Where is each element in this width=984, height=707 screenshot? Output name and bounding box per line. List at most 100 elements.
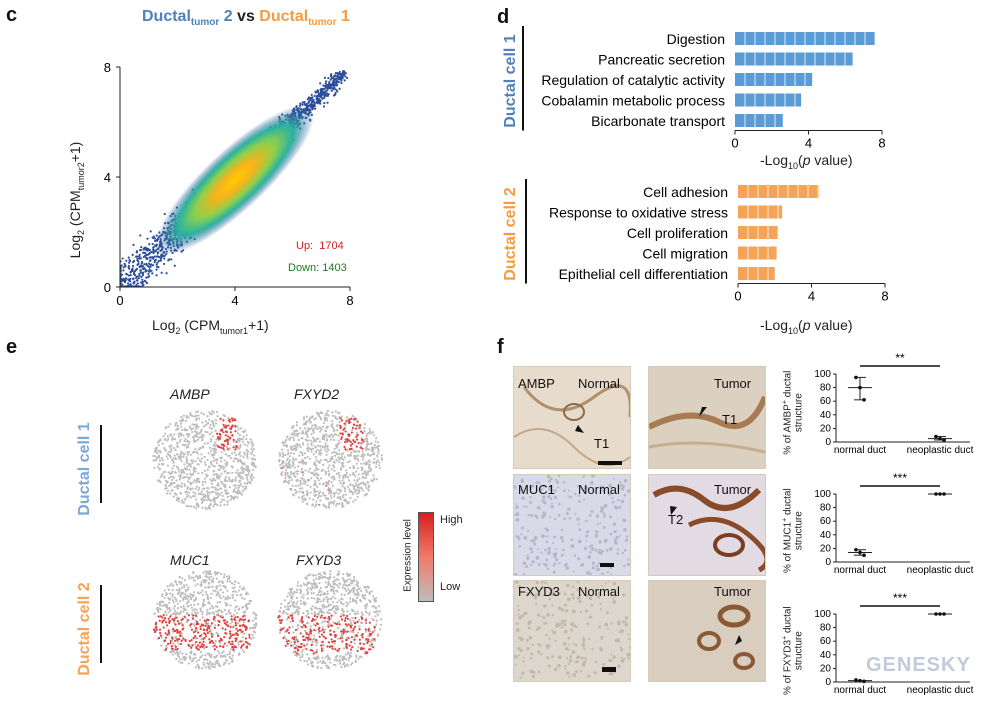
tsne-cell bbox=[301, 495, 304, 498]
tsne-plot-fxyd2 bbox=[277, 409, 383, 509]
tsne-cell bbox=[375, 607, 378, 610]
tsne-cell bbox=[316, 655, 320, 658]
tsne-cell bbox=[236, 615, 239, 619]
tsne-cell bbox=[176, 619, 179, 623]
scatter-point bbox=[323, 96, 326, 99]
tsne-cell bbox=[340, 593, 343, 596]
tsne-cell bbox=[185, 612, 188, 615]
tsne-cell bbox=[199, 446, 203, 450]
tsne-cell bbox=[361, 458, 365, 461]
tsne-cell bbox=[303, 416, 306, 419]
tsne-cell bbox=[183, 439, 186, 443]
tsne-cell bbox=[290, 448, 294, 452]
tsne-cell bbox=[288, 626, 291, 629]
tsne-cell bbox=[298, 607, 301, 610]
tsne-cell bbox=[298, 653, 301, 657]
tsne-cell bbox=[227, 476, 231, 479]
tsne-cell bbox=[183, 498, 186, 501]
tsne-cell bbox=[157, 456, 161, 459]
tsne-cell bbox=[342, 458, 345, 461]
tsne-cell bbox=[241, 440, 245, 444]
tsne-cell bbox=[238, 451, 242, 454]
tsne-cell bbox=[194, 656, 197, 659]
tsne-cell bbox=[349, 597, 352, 600]
tsne-cell bbox=[335, 589, 338, 592]
tsne-cell bbox=[174, 629, 177, 633]
tsne-cell bbox=[192, 653, 196, 656]
tsne-cell bbox=[244, 468, 247, 471]
tsne-cell bbox=[180, 581, 183, 584]
tsne-cell bbox=[237, 472, 240, 475]
tsne-cell bbox=[178, 631, 181, 634]
tsne-cell bbox=[246, 456, 249, 459]
tsne-cell bbox=[162, 601, 165, 604]
tsne-cell bbox=[315, 493, 318, 496]
tsne-cell bbox=[347, 419, 350, 422]
tsne-cell bbox=[178, 477, 182, 480]
tsne-cell bbox=[213, 452, 216, 455]
tsne-cell bbox=[290, 451, 293, 455]
tsne-cell bbox=[308, 417, 311, 420]
tsne-cell bbox=[201, 654, 204, 657]
tsne-cell bbox=[330, 481, 333, 484]
tsne-cell bbox=[167, 437, 170, 440]
scatter-point bbox=[148, 248, 151, 252]
scatter-point bbox=[122, 269, 125, 272]
tsne-cell bbox=[205, 645, 208, 649]
tsne-cell bbox=[352, 500, 355, 503]
tsne-cell bbox=[243, 443, 246, 446]
tsne-cell bbox=[226, 448, 230, 451]
scatter-point bbox=[142, 271, 145, 274]
tsne-cell bbox=[203, 496, 206, 499]
panel-label-c: c bbox=[6, 4, 18, 26]
tsne-cell bbox=[335, 443, 338, 447]
tsne-cell bbox=[226, 644, 229, 647]
tsne-cell bbox=[203, 619, 206, 622]
tsne-cell bbox=[311, 424, 314, 427]
scatter-point bbox=[301, 101, 304, 104]
tsne-cell bbox=[223, 654, 226, 657]
tsne-cell bbox=[161, 442, 164, 445]
tsne-cell bbox=[236, 489, 239, 492]
scatter-point bbox=[333, 79, 336, 82]
tsne-cell bbox=[216, 634, 220, 638]
tsne-cell bbox=[233, 580, 237, 583]
tsne-cell bbox=[312, 579, 315, 582]
tsne-cell bbox=[215, 438, 218, 441]
tsne-cell bbox=[245, 646, 248, 649]
tsne-cell bbox=[333, 447, 336, 450]
tsne-cell bbox=[365, 434, 368, 438]
tsne-cell bbox=[254, 614, 258, 617]
tsne-cell bbox=[239, 427, 242, 430]
tsne-cell bbox=[179, 458, 182, 461]
tsne-cell bbox=[329, 457, 332, 460]
tsne-cell bbox=[172, 495, 175, 498]
tsne-cell bbox=[180, 425, 183, 428]
tsne-cell bbox=[228, 655, 231, 659]
tsne-group1-label: Ductal cell 1 bbox=[76, 422, 93, 516]
scatter-point bbox=[151, 256, 154, 259]
tsne-cell bbox=[288, 475, 291, 478]
tsne-cell bbox=[171, 467, 174, 470]
tsne-cell bbox=[189, 413, 192, 417]
scatter-point bbox=[138, 274, 141, 277]
tsne-cell bbox=[324, 414, 327, 417]
tsne-cell bbox=[190, 622, 193, 626]
tsne-cell bbox=[299, 445, 302, 449]
tsne-cell bbox=[204, 590, 208, 594]
tsne-cell bbox=[189, 465, 193, 468]
tsne-cell bbox=[361, 447, 364, 450]
tsne-cell bbox=[226, 440, 229, 443]
tsne-cell bbox=[169, 615, 172, 618]
tsne-cell bbox=[193, 495, 196, 498]
tsne-cell bbox=[216, 415, 219, 418]
tsne-cell bbox=[307, 633, 310, 636]
tsne-cell bbox=[169, 641, 172, 645]
go-term-label: Cell proliferation bbox=[627, 225, 728, 241]
tsne-cell bbox=[173, 433, 176, 436]
tsne-cell bbox=[315, 500, 318, 503]
tsne-cell bbox=[195, 646, 198, 650]
tsne-cell bbox=[210, 463, 213, 466]
tsne-cell bbox=[221, 482, 224, 485]
tsne-cell bbox=[197, 438, 200, 441]
